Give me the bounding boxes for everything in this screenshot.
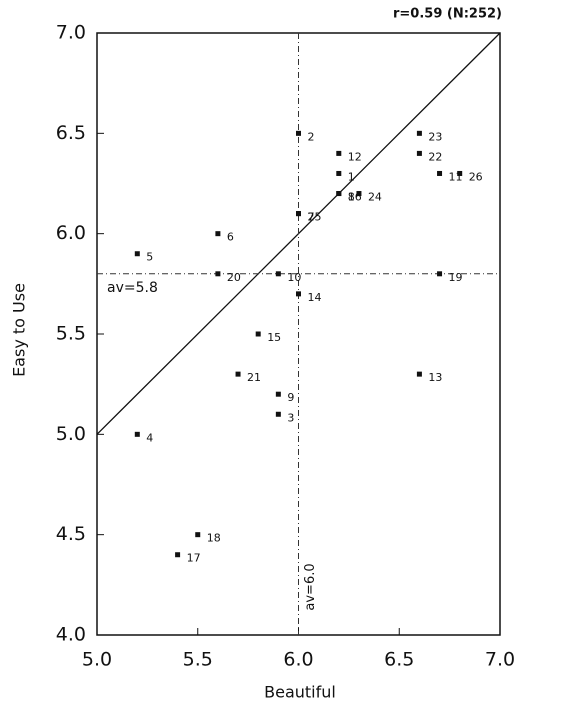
y-tick-label: 5.5 (56, 323, 86, 345)
point-label: 21 (247, 371, 261, 384)
point (296, 211, 301, 217)
annotation: r=0.59 (N:252) (393, 7, 502, 22)
point (296, 291, 301, 297)
y-axis-title: Easy to Use (10, 283, 29, 377)
point (175, 552, 181, 558)
point (416, 371, 422, 377)
average-label: av=6.0 (303, 563, 318, 610)
point-label: 7 (308, 211, 315, 224)
point-label: 17 (187, 552, 201, 565)
point (336, 191, 342, 197)
point (437, 170, 443, 176)
point (296, 130, 301, 136)
point (416, 130, 422, 136)
point (215, 231, 221, 237)
point-label: 4 (146, 431, 153, 444)
point-label: 26 (469, 170, 483, 183)
point-label: 9 (287, 391, 294, 404)
point (356, 191, 362, 197)
point-label: 13 (428, 371, 442, 384)
point (336, 170, 342, 176)
point-label: 20 (227, 271, 241, 284)
point-label: 1 (348, 170, 355, 183)
point-label: 24 (368, 191, 382, 204)
point-label: 18 (207, 532, 221, 545)
point-label: 14 (308, 291, 322, 304)
point-label: 2 (308, 130, 315, 143)
point (275, 391, 281, 397)
x-tick-label: 5.0 (82, 649, 112, 671)
point (416, 150, 422, 156)
point-label: 10 (287, 271, 301, 284)
y-tick-label: 4.0 (56, 624, 86, 646)
y-tick-label: 6.5 (56, 122, 86, 144)
point (437, 271, 443, 277)
point-label: 25 (308, 211, 322, 224)
y-tick-label: 4.5 (56, 523, 86, 545)
point-label: 8 (348, 191, 355, 204)
point (215, 271, 221, 277)
y-tick-label: 5.0 (56, 423, 86, 445)
point (255, 331, 261, 337)
y-tick-label: 6.0 (56, 222, 86, 244)
point-label: 15 (267, 331, 281, 344)
x-tick-label: 6.5 (384, 649, 414, 671)
point (134, 251, 140, 257)
point (275, 411, 281, 417)
point-label: 19 (449, 271, 463, 284)
point (195, 532, 201, 538)
point (134, 431, 140, 437)
point-label: 23 (428, 130, 442, 143)
point (457, 170, 463, 176)
point-label: 6 (227, 231, 234, 244)
average-label: av=5.8 (107, 280, 158, 296)
point-label: 22 (428, 150, 442, 163)
x-tick-label: 5.5 (183, 649, 213, 671)
y-tick-label: 7.0 (56, 22, 86, 44)
point-label: 3 (287, 411, 294, 424)
point (235, 371, 241, 377)
point-label: 12 (348, 150, 362, 163)
x-tick-label: 6.0 (283, 649, 313, 671)
x-tick-label: 7.0 (485, 649, 515, 671)
point (275, 271, 281, 277)
x-axis-title: Beautiful (264, 683, 336, 702)
point-label: 5 (146, 251, 153, 264)
point (336, 150, 342, 156)
